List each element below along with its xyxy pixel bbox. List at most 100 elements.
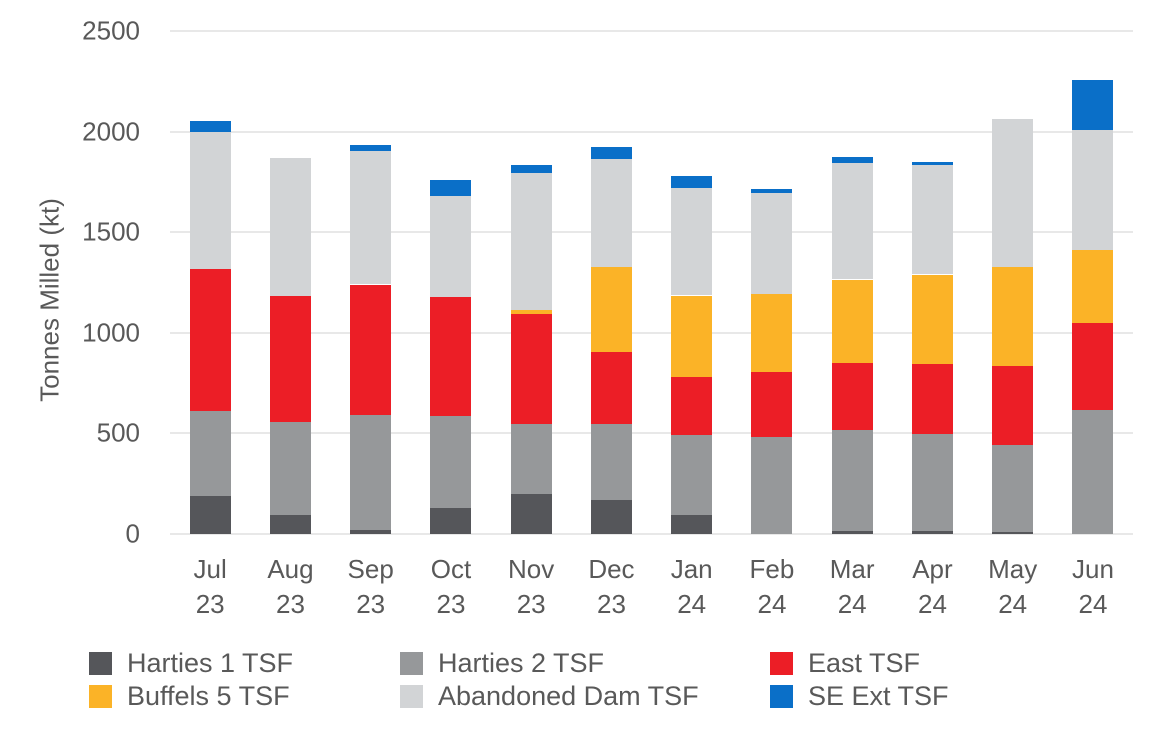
bar-segment (751, 293, 793, 373)
bar-segment (510, 309, 552, 314)
bar-segment (430, 296, 472, 417)
bar-segment (671, 175, 713, 188)
x-axis-label: Feb 24 (732, 552, 812, 622)
x-axis-label: Nov 23 (491, 552, 571, 622)
gridline (170, 130, 1133, 133)
x-axis-label-line: Mar (829, 554, 875, 584)
x-axis-label: Aug 23 (250, 552, 330, 622)
x-axis-label-line: Aug (267, 554, 314, 584)
bar-segment (510, 493, 552, 534)
y-axis-tick-label: 1000 (82, 317, 140, 348)
legend-label: Harties 1 TSF (127, 647, 294, 678)
x-axis-label-line: 24 (1078, 589, 1108, 619)
x-axis-label-line: 24 (998, 589, 1028, 619)
bar-segment (751, 193, 793, 294)
y-axis-tick-label: 500 (96, 417, 140, 448)
bar-segment (590, 158, 632, 268)
x-axis-label: Dec 23 (571, 552, 651, 622)
x-axis-label-line: Sep (347, 554, 394, 584)
bar-segment (671, 295, 713, 378)
bar-segment (590, 146, 632, 159)
legend-item: Abandoned Dam TSF (400, 681, 699, 711)
x-axis-label: May 24 (973, 552, 1053, 622)
bar-segment (189, 131, 231, 270)
bar-segment (350, 144, 392, 151)
bar-segment (831, 531, 873, 534)
bar-segment (350, 530, 392, 534)
bar-segment (831, 430, 873, 531)
bar-segment (911, 364, 953, 435)
x-axis-label-line: Jan (670, 554, 713, 584)
legend-item: SE Ext TSF (770, 681, 949, 711)
x-axis-label: Sep 23 (331, 552, 411, 622)
bar-segment (1072, 250, 1114, 323)
x-axis-label: Jun 24 (1053, 552, 1133, 622)
bar-segment (430, 507, 472, 534)
bar-segment (911, 164, 953, 275)
bar-segment (1072, 322, 1114, 411)
bar-segment (189, 120, 231, 132)
bar-segment (269, 295, 311, 423)
gridline (170, 432, 1133, 435)
x-axis-label-line: Feb (749, 554, 795, 584)
x-axis-label-line: Nov (508, 554, 555, 584)
x-axis-label-line: Apr (912, 554, 953, 584)
bar-segment (911, 531, 953, 534)
x-axis-label-line: 23 (195, 589, 225, 619)
bar-segment (350, 415, 392, 530)
bar-segment (751, 188, 793, 193)
bar-segment (269, 422, 311, 515)
x-axis-label-line: 23 (596, 589, 626, 619)
y-axis-tick-label: 2000 (82, 116, 140, 147)
legend-item: Harties 1 TSF (89, 648, 293, 678)
bar-segment (751, 372, 793, 438)
bar-segment (1072, 410, 1114, 534)
bar-segment (590, 424, 632, 500)
legend-swatch (770, 684, 793, 708)
legend-label: Harties 2 TSF (438, 647, 605, 678)
legend-item: East TSF (770, 648, 920, 678)
legend-label: Buffels 5 TSF (127, 680, 290, 711)
bar-segment (671, 187, 713, 296)
x-axis-label: Apr 24 (892, 552, 972, 622)
bar-segment (992, 444, 1034, 532)
legend-item: Buffels 5 TSF (89, 681, 290, 711)
x-axis-label-line: 24 (677, 589, 707, 619)
x-axis-label-line: May (988, 554, 1038, 584)
bar-segment (430, 196, 472, 297)
bar-segment (911, 274, 953, 364)
bar-segment (350, 284, 392, 416)
bar-segment (590, 351, 632, 425)
bar-segment (831, 363, 873, 431)
legend-swatch (770, 651, 793, 675)
bar-segment (911, 161, 953, 165)
bar-segment (269, 514, 311, 534)
bar-segment (831, 156, 873, 163)
bar-segment (189, 411, 231, 496)
x-axis-label-line: 23 (356, 589, 386, 619)
y-axis-tick-label: 1500 (82, 216, 140, 247)
x-axis-label: Jan 24 (652, 552, 732, 622)
legend-swatch (89, 651, 112, 675)
bar-segment (992, 366, 1034, 445)
bar-segment (430, 179, 472, 196)
x-axis-label-line: 24 (917, 589, 947, 619)
bar-segment (189, 269, 231, 412)
bar-segment (590, 267, 632, 352)
bar-segment (350, 150, 392, 285)
bar-segment (189, 495, 231, 534)
x-axis-label-line: 24 (757, 589, 787, 619)
gridline (170, 231, 1133, 234)
x-axis-label: Oct 23 (411, 552, 491, 622)
bar-segment (751, 437, 793, 534)
x-axis-label-line: 23 (275, 589, 305, 619)
bar-segment (269, 157, 311, 296)
bar-segment (671, 435, 713, 515)
bar-segment (1072, 80, 1114, 130)
legend-label: Abandoned Dam TSF (438, 680, 699, 711)
x-axis-label-line: 23 (436, 589, 466, 619)
x-axis-label-line: Jun (1071, 554, 1114, 584)
legend-label: East TSF (808, 647, 921, 678)
legend-label: SE Ext TSF (808, 680, 949, 711)
